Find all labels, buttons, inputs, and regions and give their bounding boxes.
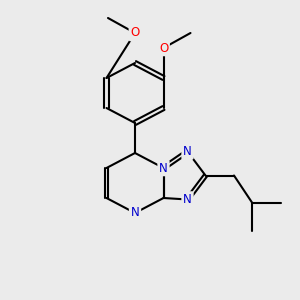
Text: N: N	[159, 161, 168, 175]
Text: N: N	[130, 206, 140, 220]
Text: O: O	[130, 26, 140, 40]
Text: N: N	[183, 193, 192, 206]
Text: O: O	[159, 41, 168, 55]
Text: N: N	[183, 145, 192, 158]
